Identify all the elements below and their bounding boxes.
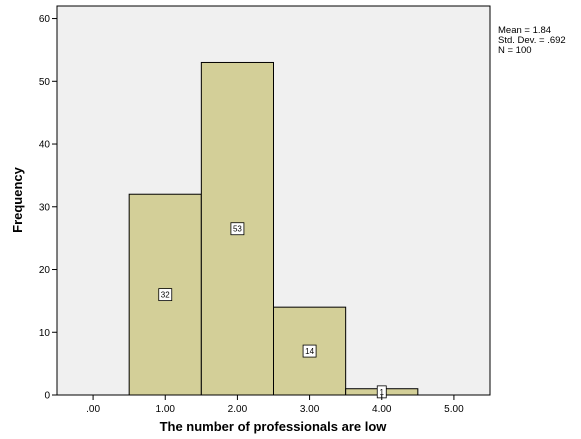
data-label-53: 53 bbox=[233, 225, 242, 234]
y-tick-label: 40 bbox=[39, 140, 51, 151]
statistics-legend: Mean = 1.84 Std. Dev. = .692 N = 100 bbox=[498, 26, 566, 56]
y-tick-label: 50 bbox=[39, 77, 51, 88]
x-tick-label: 3.00 bbox=[300, 404, 320, 415]
y-tick-label: 20 bbox=[39, 265, 51, 276]
data-label-32: 32 bbox=[161, 291, 170, 300]
bars-layer: 32 53 14 1 bbox=[128, 61, 419, 399]
y-tick-label: 60 bbox=[39, 14, 51, 25]
data-label-1: 1 bbox=[380, 388, 385, 397]
y-tick-label: 0 bbox=[44, 391, 50, 402]
y-tick-label: 30 bbox=[39, 202, 51, 213]
x-tick-label: 1.00 bbox=[156, 404, 176, 415]
x-tick-label: 2.00 bbox=[228, 404, 248, 415]
x-tick-label: 5.00 bbox=[444, 404, 464, 415]
data-label-box bbox=[302, 344, 317, 358]
stat-n: N = 100 bbox=[498, 45, 532, 56]
axis-layer: 0 10 20 30 40 50 60 .00 1.00 2.00 3.00 4.00 5.00 bbox=[39, 14, 464, 415]
data-label-14: 14 bbox=[305, 347, 314, 356]
y-axis-title: Frequency bbox=[10, 166, 25, 233]
x-axis-title: The number of professionals are low bbox=[160, 419, 388, 434]
y-tick-label: 10 bbox=[39, 328, 51, 339]
stat-std-dev: Std. Dev. = .692 bbox=[498, 35, 566, 46]
data-label-box bbox=[230, 222, 245, 236]
x-tick-label: .00 bbox=[86, 404, 100, 415]
stat-mean: Mean = 1.84 bbox=[498, 25, 552, 36]
data-label-box bbox=[158, 288, 173, 302]
x-tick-label: 4.00 bbox=[372, 404, 392, 415]
